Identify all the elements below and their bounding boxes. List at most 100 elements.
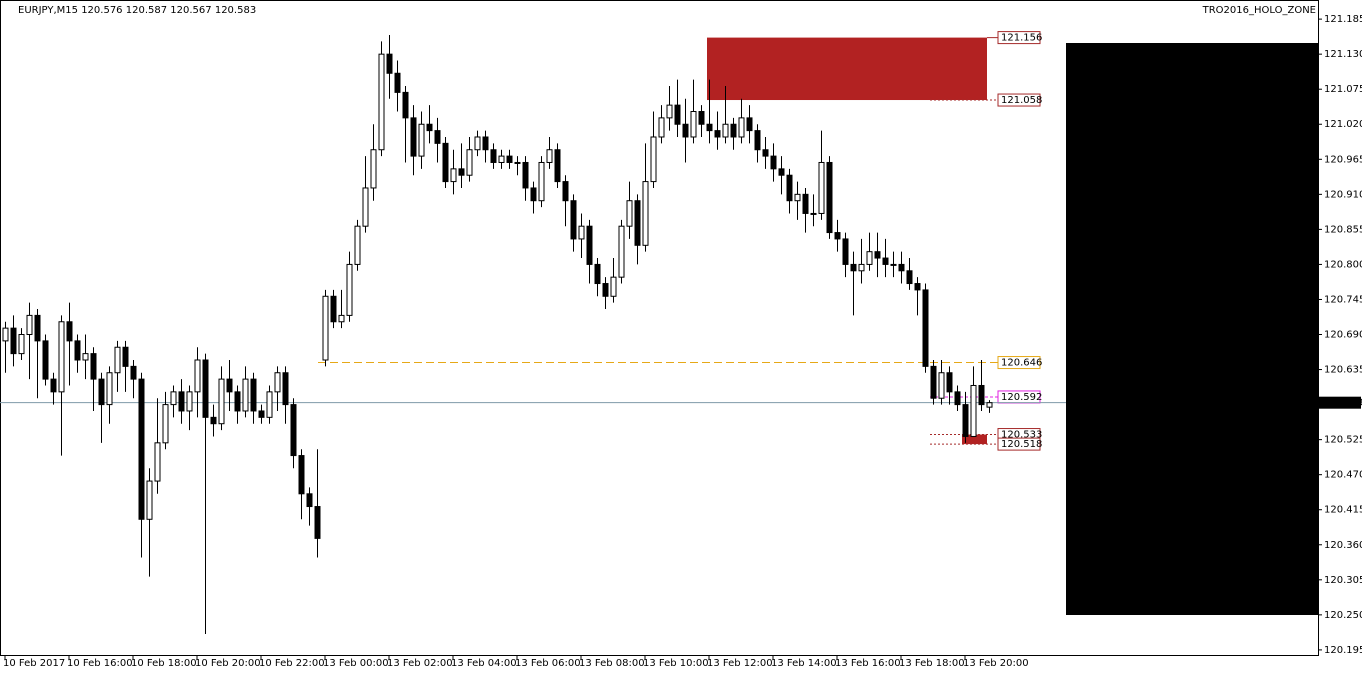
candle-body [666,104,673,119]
candle-body [546,149,553,163]
candle-body [818,161,825,214]
y-tick-label: 120.195 [1324,645,1362,656]
candle-body [290,404,297,457]
candle-body [122,346,129,367]
candle-body [450,168,457,183]
plot-frame [0,0,1319,656]
candle-body [26,314,33,336]
y-tick-label: 120.360 [1324,540,1362,551]
candle-body [922,289,929,367]
level-label: 121.058 [1001,95,1042,106]
level-label-box [997,356,1041,370]
candle-body [490,149,497,163]
y-tick-label: 121.185 [1324,14,1362,25]
candle-body [442,142,449,183]
candle-body [906,270,913,285]
panel-text: DO NOT ENTER TRADE [1080,274,1242,291]
candle-body [570,200,577,240]
candle-body [778,168,785,176]
candle-body [210,416,217,425]
y-tick-label: 120.635 [1324,365,1362,376]
panel-text: Trade What You See [1080,314,1242,331]
candle-body [770,155,777,170]
candle-body [986,402,993,408]
candle-body [266,391,273,418]
y-tick-label: 120.690 [1324,330,1362,341]
demand-zone [962,434,987,445]
candle-body [474,136,481,151]
candle-body [114,346,121,374]
candle-body [146,480,153,520]
x-tick-label: 10 Feb 22:00 [259,658,325,669]
y-tick-label: 120.250 [1324,610,1362,621]
panel-text: H1 HOLO SETUP [1080,74,1197,91]
candle-body [842,238,849,265]
candle-body [946,372,953,393]
candle-body [610,276,617,297]
candle-body [714,130,721,138]
panel-text: CL-LO [1080,114,1125,131]
panel-text: 120.52 [1196,154,1250,171]
candle-body [234,391,241,412]
candle-body [338,314,345,323]
x-tick-label: 13 Feb 20:00 [963,658,1029,669]
candle-body [794,193,801,202]
x-tick-label: 13 Feb 14:00 [771,658,837,669]
level-label-box [997,437,1041,451]
candle-body [2,327,9,342]
x-tick-label: 13 Feb 16:00 [835,658,901,669]
candle-body [162,404,169,444]
level-label-box [997,93,1041,107]
candle-body [90,353,97,380]
candle-body [98,378,105,406]
candle-body [602,283,609,297]
candle-body [882,257,889,265]
candle-body [322,295,329,361]
panel-text: ⇩ W1 ONLY TRADE SHORT [1080,254,1269,271]
level-label: 120.646 [1001,358,1042,369]
panel-text: ⇧ H1 ONLY TRADE LONG [1080,214,1260,231]
candle-body [578,225,585,240]
panel-text: H-HO [1080,134,1116,151]
candle-body [242,378,249,412]
panel-text: Range|% 13.20 | 49% [1080,174,1252,191]
candle-body [418,123,425,157]
candle-body [378,53,385,151]
panel-text: 121.16 [1196,134,1250,151]
candle-body [186,391,193,412]
candle-body [914,283,921,291]
level-label: 120.592 [1001,392,1042,403]
candle-body [698,111,705,125]
candle-body [306,493,313,508]
candle-body [754,130,761,151]
candle-body [554,149,561,183]
panel-bg [1066,43,1318,615]
candle-body [802,193,809,214]
candle-body [386,53,393,74]
candle-body [786,174,793,202]
candle-body [66,321,73,342]
candle-body [346,263,353,316]
level-label: 120.518 [1001,439,1042,450]
candle-body [218,378,225,425]
candle-body [514,161,521,164]
candle-body [898,263,905,272]
candle-body [138,378,145,520]
candle-body [314,506,321,539]
y-tick-label: 120.525 [1324,435,1362,446]
candle-body [858,263,865,272]
candle-body [690,111,697,138]
candle-body [722,123,729,138]
candle-body [938,372,945,399]
candle-body [562,181,569,202]
candle-body [258,410,265,418]
candle-body [962,404,969,437]
candle-body [866,251,873,265]
candle-body [674,104,681,125]
candle-body [74,340,81,361]
candle-body [650,136,657,183]
candle-body [834,232,841,240]
candle-body [10,327,17,355]
candle-body [738,117,745,138]
candle-body [194,359,201,393]
